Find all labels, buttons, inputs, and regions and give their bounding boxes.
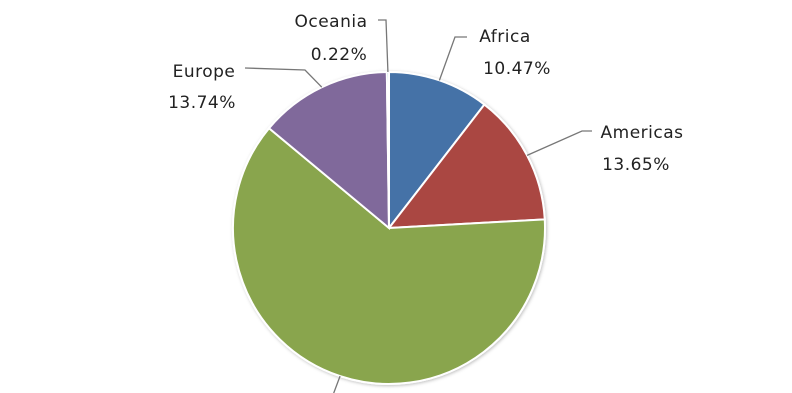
value-label: 13.74%	[168, 93, 236, 113]
leader-line	[333, 375, 341, 393]
pie-slice	[232, 126, 546, 385]
leader-line	[244, 67, 323, 88]
pie-slice	[388, 70, 486, 231]
value-label: 0.22%	[311, 45, 368, 65]
labels: Africa 10.47% Americas 13.65% Europe 13.74% Oc…	[168, 12, 683, 393]
leader-line	[438, 36, 467, 81]
pie-slice	[385, 70, 390, 229]
pie-slice	[386, 103, 546, 230]
slice-label: Oceania	[294, 12, 367, 32]
pie	[232, 70, 546, 385]
leader-line	[526, 130, 592, 156]
pie-slice	[267, 71, 391, 231]
value-label: 10.47%	[483, 59, 551, 79]
leader-line	[378, 19, 389, 73]
slice-label: Americas	[601, 123, 684, 143]
slice-label: Africa	[479, 27, 531, 47]
value-label: 13.65%	[602, 155, 670, 175]
slice-label: Europe	[173, 62, 236, 82]
